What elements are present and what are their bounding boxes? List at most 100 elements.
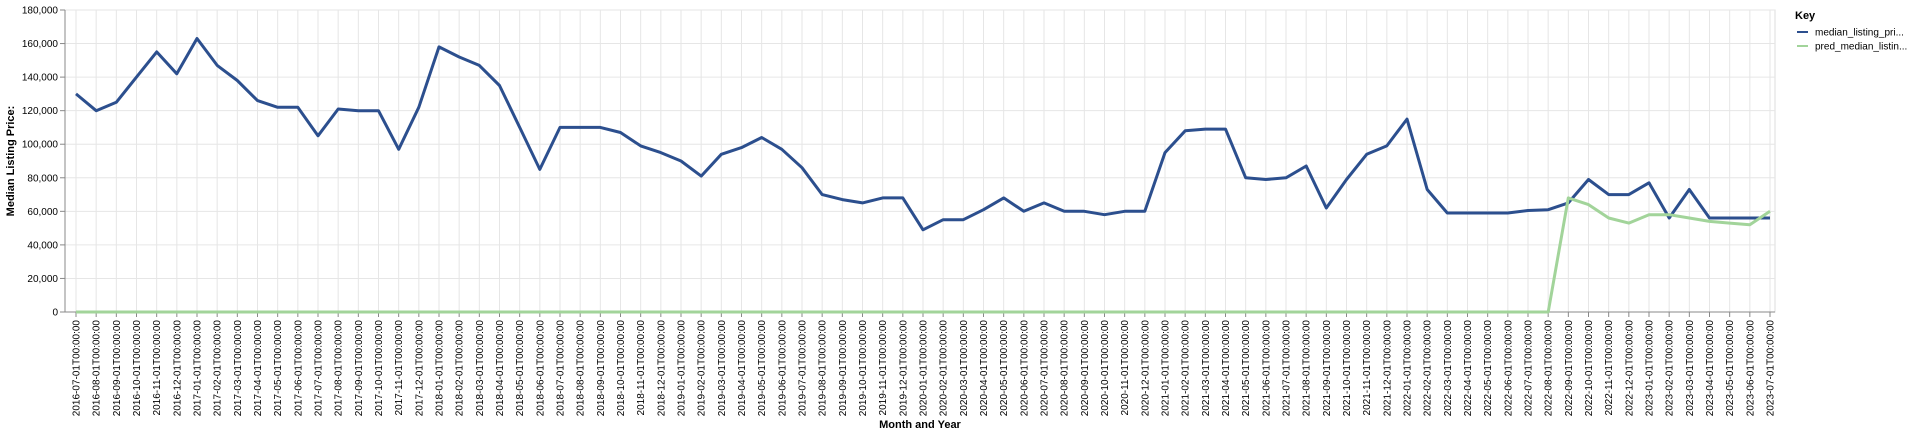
x-tick-label: 2018-06-01T00:00:00: [535, 320, 546, 417]
x-tick-label: 2019-10-01T00:00:00: [858, 320, 869, 417]
legend-label-1: median_listing_pri...: [1815, 28, 1904, 39]
x-tick-label: 2023-06-01T00:00:00: [1745, 320, 1756, 417]
y-axis-title: Median Listing Price:: [5, 106, 17, 217]
x-tick-label: 2021-12-01T00:00:00: [1382, 320, 1393, 417]
x-tick-label: 2019-11-01T00:00:00: [878, 320, 889, 416]
plot-frame: [64, 9, 1776, 313]
x-tick-label: 2022-05-01T00:00:00: [1483, 320, 1494, 417]
y-axis: 0 20,000 40,000 60,000 80,000 100,000 120,000 1…: [22, 6, 66, 319]
x-tick-label: 2022-04-01T00:00:00: [1463, 320, 1474, 417]
x-tick-label: 2021-02-01T00:00:00: [1181, 320, 1192, 417]
x-tick-label: 2017-07-01T00:00:00: [314, 320, 325, 417]
x-tick-label: 2020-10-01T00:00:00: [1100, 320, 1111, 417]
x-tick-label: 2017-04-01T00:00:00: [253, 320, 264, 417]
x-tick-label: 2020-05-01T00:00:00: [999, 320, 1010, 417]
x-tick-label: 2018-05-01T00:00:00: [515, 320, 526, 417]
y-tick-label: 80,000: [27, 173, 58, 184]
x-tick-label: 2019-06-01T00:00:00: [777, 320, 788, 417]
x-tick-label: 2022-02-01T00:00:00: [1423, 320, 1434, 417]
x-axis: 2016-07-01T00:00:00 2016-08-01T00:00:00 20…: [65, 311, 1777, 417]
x-tick-label: 2016-10-01T00:00:00: [132, 320, 143, 417]
x-tick-label: 2021-09-01T00:00:00: [1322, 320, 1333, 417]
x-tick-label: 2020-07-01T00:00:00: [1040, 320, 1051, 417]
x-tick-label: 2019-12-01T00:00:00: [898, 320, 909, 417]
x-tick-label: 2020-06-01T00:00:00: [1019, 320, 1030, 417]
x-tick-label: 2019-09-01T00:00:00: [838, 320, 849, 417]
x-tick-label: 2017-06-01T00:00:00: [293, 320, 304, 417]
x-tick-label: 2023-07-01T00:00:00: [1766, 320, 1777, 417]
x-tick-label: 2019-03-01T00:00:00: [717, 320, 728, 417]
x-tick-label: 2018-08-01T00:00:00: [576, 320, 587, 417]
x-tick-label: 2018-10-01T00:00:00: [616, 320, 627, 417]
x-tick-label: 2017-03-01T00:00:00: [233, 320, 244, 417]
x-tick-label: 2017-01-01T00:00:00: [193, 320, 204, 417]
x-tick-label: 2016-12-01T00:00:00: [172, 320, 183, 417]
y-tick-label: 100,000: [22, 140, 59, 151]
legend: Key median_listing_pri... pred_median_lis…: [1795, 10, 1907, 53]
x-tick-label: 2023-04-01T00:00:00: [1705, 320, 1716, 417]
x-tick-label: 2021-07-01T00:00:00: [1282, 320, 1293, 417]
x-tick-label: 2018-03-01T00:00:00: [475, 320, 486, 417]
x-axis-title: Month and Year: [879, 419, 961, 431]
x-tick-label: 2021-11-01T00:00:00: [1362, 320, 1373, 416]
x-tick-label: 2018-11-01T00:00:00: [636, 320, 647, 416]
series-lines: [75, 37, 1771, 314]
x-tick-label: 2023-03-01T00:00:00: [1685, 320, 1696, 417]
x-tick-label: 2016-08-01T00:00:00: [92, 320, 103, 417]
x-tick-label: 2018-01-01T00:00:00: [435, 320, 446, 417]
x-tick-label: 2018-07-01T00:00:00: [556, 320, 567, 417]
y-tick-label: 40,000: [27, 240, 58, 251]
y-tick-label: 60,000: [27, 207, 58, 218]
x-tick-label: 2018-04-01T00:00:00: [495, 320, 506, 417]
y-tick-label: 120,000: [22, 106, 59, 117]
x-tick-label: 2020-01-01T00:00:00: [919, 320, 930, 417]
x-tick-label: 2019-01-01T00:00:00: [677, 320, 688, 417]
x-tick-label: 2020-04-01T00:00:00: [979, 320, 990, 417]
x-tick-label: 2021-06-01T00:00:00: [1261, 320, 1272, 417]
x-tick-label: 2019-08-01T00:00:00: [818, 320, 829, 417]
x-tick-label: 2022-03-01T00:00:00: [1443, 320, 1454, 417]
x-tick-label: 2019-07-01T00:00:00: [798, 320, 809, 417]
x-tick-label: 2017-05-01T00:00:00: [273, 320, 284, 417]
x-tick-label: 2020-09-01T00:00:00: [1080, 320, 1091, 417]
x-tick-label: 2022-08-01T00:00:00: [1544, 320, 1555, 417]
x-tick-label: 2020-03-01T00:00:00: [959, 320, 970, 417]
x-tick-label: 2021-08-01T00:00:00: [1302, 320, 1313, 417]
x-tick-label: 2017-08-01T00:00:00: [334, 320, 345, 417]
x-tick-label: 2017-11-01T00:00:00: [394, 320, 405, 416]
legend-title: Key: [1795, 10, 1816, 22]
x-tick-label: 2021-10-01T00:00:00: [1342, 320, 1353, 417]
x-tick-label: 2022-10-01T00:00:00: [1584, 320, 1595, 417]
x-tick-label: 2023-01-01T00:00:00: [1645, 320, 1656, 417]
x-tick-label: 2020-08-01T00:00:00: [1060, 320, 1071, 417]
x-tick-label: 2022-12-01T00:00:00: [1624, 320, 1635, 417]
x-tick-label: 2017-10-01T00:00:00: [374, 320, 385, 417]
x-tick-label: 2016-09-01T00:00:00: [112, 320, 123, 417]
y-tick-label: 0: [52, 308, 58, 319]
x-tick-label: 2021-01-01T00:00:00: [1161, 320, 1172, 417]
x-tick-label: 2023-02-01T00:00:00: [1665, 320, 1676, 417]
x-tick-label: 2023-05-01T00:00:00: [1725, 320, 1736, 417]
x-tick-label: 2022-07-01T00:00:00: [1524, 320, 1535, 417]
x-tick-label: 2022-06-01T00:00:00: [1503, 320, 1514, 417]
y-tick-label: 20,000: [27, 274, 58, 285]
x-tick-label: 2017-09-01T00:00:00: [354, 320, 365, 417]
x-tick-label: 2017-02-01T00:00:00: [213, 320, 224, 417]
y-tick-label: 140,000: [22, 73, 59, 84]
x-tick-label: 2016-11-01T00:00:00: [152, 320, 163, 416]
x-tick-label: 2018-09-01T00:00:00: [596, 320, 607, 417]
x-tick-label: 2020-11-01T00:00:00: [1120, 320, 1131, 416]
y-tick-label: 160,000: [22, 39, 59, 50]
gridlines: [64, 9, 1776, 313]
x-tick-label: 2017-12-01T00:00:00: [414, 320, 425, 417]
x-tick-label: 2018-12-01T00:00:00: [656, 320, 667, 417]
x-tick-label: 2016-07-01T00:00:00: [72, 320, 83, 417]
x-tick-label: 2020-02-01T00:00:00: [939, 320, 950, 417]
x-tick-label: 2020-12-01T00:00:00: [1140, 320, 1151, 417]
x-tick-label: 2021-04-01T00:00:00: [1221, 320, 1232, 417]
legend-label-2: pred_median_listin...: [1815, 42, 1907, 53]
y-tick-label: 180,000: [22, 6, 59, 17]
x-tick-label: 2022-09-01T00:00:00: [1564, 320, 1575, 417]
x-tick-label: 2018-02-01T00:00:00: [455, 320, 466, 417]
